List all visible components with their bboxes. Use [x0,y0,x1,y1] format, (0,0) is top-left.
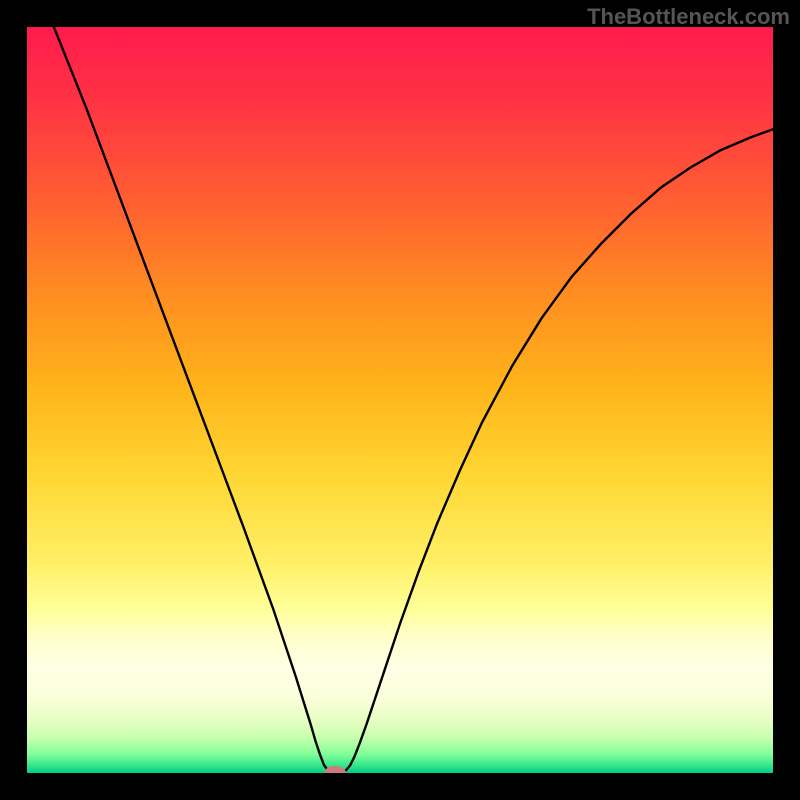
bottleneck-chart [0,0,800,800]
watermark-text: TheBottleneck.com [587,4,790,30]
plot-background [27,27,773,773]
chart-container: { "watermark": { "text": "TheBottleneck.… [0,0,800,800]
